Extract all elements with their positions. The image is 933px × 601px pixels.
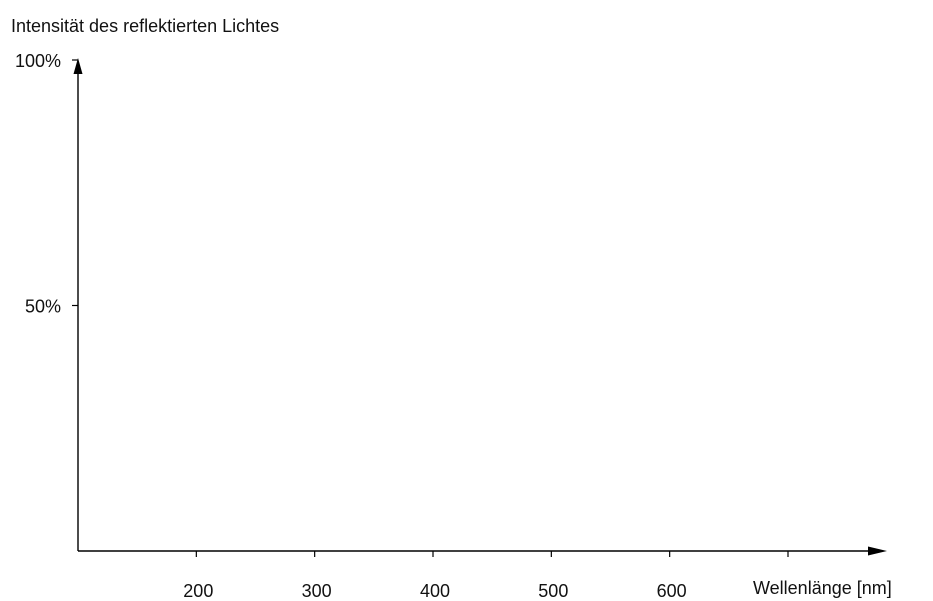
y-axis-label: Intensität des reflektierten Lichtes: [11, 16, 279, 36]
y-tick-label: 100%: [15, 51, 61, 71]
x-tick-label: 200: [183, 581, 213, 601]
x-tick-label: 500: [538, 581, 568, 601]
x-tick-label: 400: [420, 581, 450, 601]
y-axis-ticks: 50% 100%: [15, 51, 78, 317]
y-tick-label: 50%: [25, 297, 61, 317]
x-axis-arrow: [868, 546, 887, 556]
y-axis-arrow: [73, 58, 83, 74]
x-tick-label: 300: [302, 581, 332, 601]
x-axis-ticks: 200 300 400 500 600: [183, 551, 789, 601]
x-tick-label: 600: [657, 581, 687, 601]
x-axis-label: Wellenlänge [nm]: [753, 578, 892, 598]
